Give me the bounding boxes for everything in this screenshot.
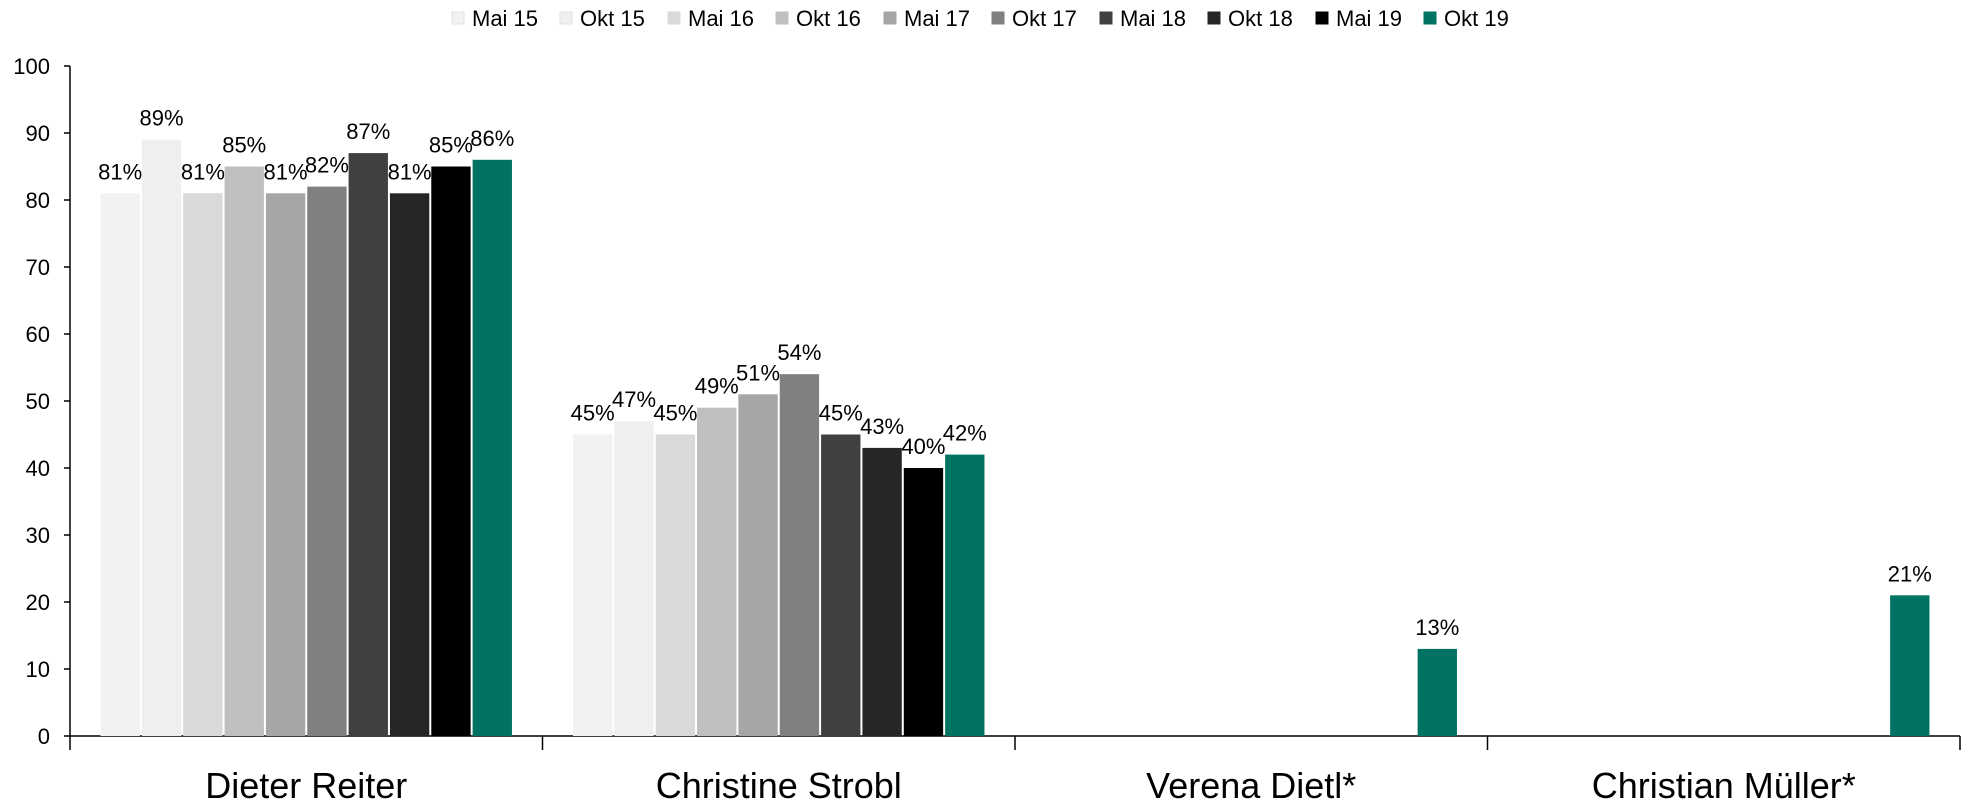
legend-swatch	[667, 11, 681, 25]
legend-label: Okt 18	[1228, 6, 1293, 31]
y-tick-label: 40	[26, 456, 50, 481]
data-label: 13%	[1415, 615, 1459, 640]
y-tick-label: 30	[26, 523, 50, 548]
bar	[1417, 648, 1457, 736]
data-label: 51%	[736, 360, 780, 385]
data-label: 21%	[1888, 561, 1932, 586]
legend-label: Okt 15	[580, 6, 645, 31]
bar	[307, 186, 347, 737]
data-label: 54%	[777, 340, 821, 365]
data-label: 47%	[612, 387, 656, 412]
x-category-label: Dieter Reiter	[205, 765, 407, 806]
legend-label: Okt 16	[796, 6, 861, 31]
bar	[862, 447, 902, 736]
y-tick-label: 90	[26, 121, 50, 146]
y-tick-label: 80	[26, 188, 50, 213]
y-axis: 0 10 20 30 40 50 60 70 80 90 100	[13, 54, 71, 749]
data-label: 49%	[695, 374, 739, 399]
bar	[348, 153, 388, 737]
data-label: 81%	[388, 159, 432, 184]
bar	[738, 394, 778, 736]
legend-swatch	[451, 11, 465, 25]
bar	[1890, 595, 1930, 736]
legend-label: Mai 15	[472, 6, 538, 31]
bar	[945, 454, 985, 736]
legend-label: Okt 19	[1444, 6, 1509, 31]
bar	[903, 468, 944, 736]
legend-label: Okt 17	[1012, 6, 1077, 31]
y-tick-label: 10	[26, 657, 50, 682]
y-tick-label: 50	[26, 389, 50, 414]
data-label: 85%	[222, 133, 266, 158]
y-tick-label: 0	[38, 724, 50, 749]
data-label: 86%	[470, 126, 514, 151]
y-tick-label: 60	[26, 322, 50, 347]
bar	[573, 434, 613, 736]
bar	[431, 166, 471, 736]
x-category-label: Christian Müller*	[1592, 765, 1856, 806]
legend-swatch	[559, 11, 573, 25]
legend-label: Mai 16	[688, 6, 754, 31]
bar	[389, 193, 430, 737]
legend: Mai 15 Okt 15 Mai 16 Okt 16 Mai 17 Okt 17 Mai …	[451, 6, 1509, 31]
legend-label: Mai 18	[1120, 6, 1186, 31]
data-label: 45%	[653, 401, 697, 426]
data-label: 87%	[346, 119, 390, 144]
data-label: 40%	[901, 434, 945, 459]
bar	[141, 139, 182, 736]
data-label: 81%	[98, 159, 142, 184]
bar	[472, 159, 512, 737]
data-label: 42%	[943, 421, 987, 446]
data-label: 89%	[140, 106, 184, 131]
bar	[183, 193, 223, 737]
y-tick-label: 100	[13, 54, 50, 79]
legend-swatch	[775, 11, 789, 25]
bar	[697, 407, 737, 736]
y-tick-label: 20	[26, 590, 50, 615]
legend-swatch	[1099, 11, 1113, 25]
bars	[100, 139, 1930, 737]
bar	[224, 166, 264, 736]
data-label: 81%	[264, 159, 308, 184]
bar	[821, 434, 861, 736]
data-label: 85%	[429, 133, 473, 158]
data-labels: 81% 45% 89% 47% 81% 45% 85% 49% 81% 51% 82% 54% 87% 4…	[98, 106, 1932, 640]
data-label: 45%	[819, 401, 863, 426]
bar	[655, 434, 696, 736]
y-tick-label: 70	[26, 255, 50, 280]
bar	[265, 193, 306, 737]
legend-label: Mai 17	[904, 6, 970, 31]
x-axis: Dieter Reiter Christine Strobl Verena Diet…	[69, 735, 1961, 806]
bar	[614, 421, 654, 736]
legend-swatch	[1315, 11, 1329, 25]
data-label: 43%	[860, 414, 904, 439]
bar	[100, 193, 140, 737]
x-category-label: Christine Strobl	[656, 765, 902, 806]
legend-swatch	[1423, 11, 1437, 25]
legend-label: Mai 19	[1336, 6, 1402, 31]
data-label: 81%	[181, 159, 225, 184]
bar	[779, 374, 820, 736]
legend-swatch	[883, 11, 897, 25]
data-label: 82%	[305, 153, 349, 178]
legend-swatch	[1207, 11, 1221, 25]
legend-swatch	[991, 11, 1005, 25]
data-label: 45%	[571, 401, 615, 426]
x-category-label: Verena Dietl*	[1146, 765, 1356, 806]
